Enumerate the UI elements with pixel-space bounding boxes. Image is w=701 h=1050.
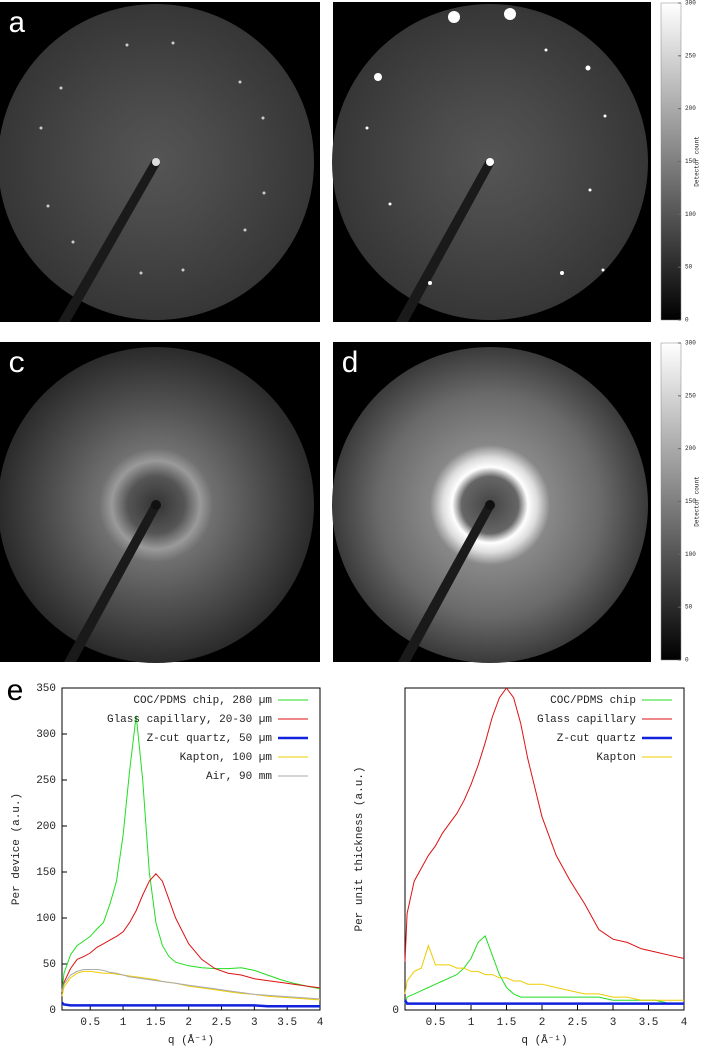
- data-line: [404, 935, 684, 1005]
- x-tick-label: 2.5: [212, 1017, 232, 1029]
- panel-label: c: [8, 348, 26, 382]
- colorbar-tick-label: 100: [685, 211, 696, 218]
- data-line: [403, 999, 684, 1005]
- legend-label: Z-cut quartz, 50 µm: [147, 733, 273, 745]
- colorbar-tick-label: 150: [685, 498, 696, 505]
- colorbar-tick-label: 50: [685, 264, 693, 271]
- colorbar-label: Detector count: [694, 476, 701, 526]
- x-tick-label: 0.5: [80, 1017, 100, 1029]
- x-axis-label: q (Å⁻¹): [521, 1034, 567, 1047]
- legend-label: Z-cut quartz: [557, 733, 636, 745]
- detector-image-b: [332, 2, 651, 322]
- y-tick-label: 200: [36, 821, 56, 833]
- x-tick-label: 4: [317, 1017, 324, 1029]
- x-tick-label: 1.5: [146, 1017, 166, 1029]
- x-tick-label: 2: [539, 1017, 546, 1029]
- panel-label: a: [8, 8, 26, 42]
- data-line: [61, 873, 321, 992]
- colorbar-label: Detector count: [694, 136, 701, 186]
- y-axis-label: Per device (a.u.): [11, 793, 23, 905]
- y-tick-label: 50: [43, 959, 56, 971]
- legend-label: Glass capillary: [537, 714, 636, 726]
- panel-label: e: [6, 676, 24, 710]
- detector-image-d: [332, 342, 651, 663]
- panel-label: d: [341, 348, 359, 382]
- x-axis-label: q (Å⁻¹): [168, 1034, 214, 1047]
- colorbar-tick-label: 200: [685, 105, 696, 112]
- legend-label: Kapton, 100 µm: [180, 752, 273, 764]
- x-tick-label: 0.5: [426, 1017, 446, 1029]
- y-tick-label: 300: [36, 729, 56, 741]
- plot-frame: [61, 687, 321, 1011]
- x-tick-label: 1.5: [497, 1017, 517, 1029]
- colorbar-tick-label: 0: [685, 657, 689, 664]
- y-axis-label: Per unit thickness (a.u.): [354, 766, 366, 931]
- legend-label: Air, 90 mm: [206, 771, 272, 783]
- colorbar-tick-label: 300: [685, 0, 696, 7]
- x-tick-label: 4: [681, 1017, 688, 1029]
- x-tick-label: 3: [610, 1017, 617, 1029]
- legend-label: Glass capillary, 20-30 µm: [107, 714, 272, 726]
- colorbar-tick-label: 200: [685, 445, 696, 452]
- legend-label: COC/PDMS chip, 280 µm: [133, 695, 272, 707]
- plot-frame: [404, 687, 685, 1011]
- colorbar-tick-label: 150: [685, 158, 696, 165]
- colorbar-tick-label: 100: [685, 551, 696, 558]
- x-tick-label: 3.5: [639, 1017, 659, 1029]
- y-tick-label: 0: [392, 1005, 399, 1017]
- data-line: [61, 969, 321, 1000]
- colorbar-tick-label: 0: [685, 317, 689, 324]
- y-tick-label: 0: [49, 1005, 56, 1017]
- y-tick-label: 100: [36, 913, 56, 925]
- y-tick-label: 350: [36, 683, 56, 695]
- data-line: [404, 687, 685, 962]
- x-tick-label: 1: [120, 1017, 127, 1029]
- x-tick-label: 2.5: [568, 1017, 588, 1029]
- colorbar-tick-label: 50: [685, 604, 693, 611]
- colorbar-tick-label: 300: [685, 340, 696, 347]
- detector-image-c: [0, 342, 320, 663]
- y-tick-label: 250: [36, 775, 56, 787]
- data-line: [404, 944, 684, 1001]
- x-tick-label: 3.5: [277, 1017, 297, 1029]
- data-line: [61, 715, 321, 992]
- data-line: [61, 1001, 320, 1008]
- colorbar-tick-label: 250: [685, 392, 696, 399]
- legend-label: COC/PDMS chip: [550, 695, 636, 707]
- x-tick-label: 2: [185, 1017, 192, 1029]
- detector-image-a: [0, 2, 320, 322]
- colorbar-tick-label: 250: [685, 52, 696, 59]
- y-tick-label: 150: [36, 867, 56, 879]
- legend-label: Kapton: [596, 752, 636, 764]
- x-tick-label: 1: [468, 1017, 475, 1029]
- x-tick-label: 3: [251, 1017, 258, 1029]
